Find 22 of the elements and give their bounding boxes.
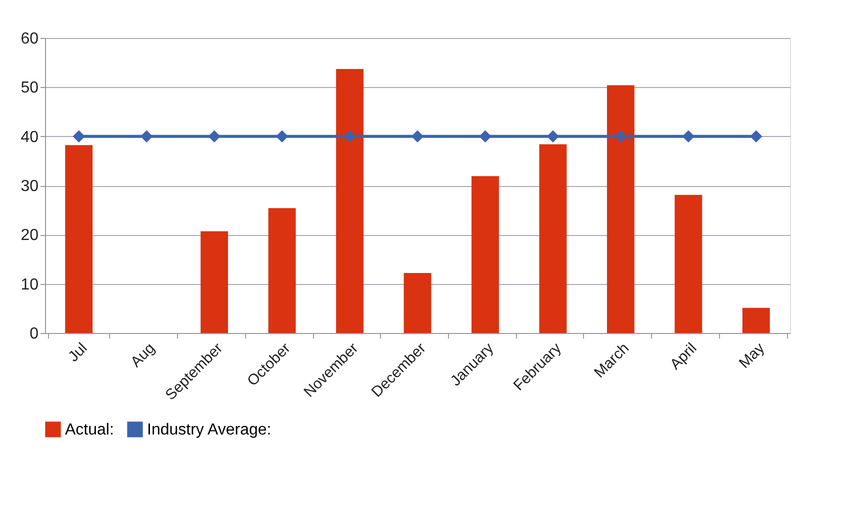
y-tick-label: 60: [20, 30, 39, 48]
bar: [606, 85, 634, 333]
legend-label: Industry Average:: [147, 421, 272, 438]
x-tick-label: May: [736, 339, 768, 372]
x-tick-label: Aug: [128, 340, 158, 371]
bar: [65, 145, 93, 333]
bar: [268, 208, 296, 333]
bar: [472, 176, 499, 333]
y-tick-label: 50: [20, 80, 39, 97]
y-tick-label: 30: [20, 178, 39, 195]
bar: [539, 144, 567, 333]
legend-label: Actual:: [65, 421, 114, 438]
y-tick-label: 40: [20, 128, 39, 146]
bar: [674, 194, 702, 333]
y-tick-label: 10: [20, 276, 39, 294]
bar: [200, 231, 228, 333]
bar: [742, 308, 770, 333]
x-tick-label: Jul: [65, 340, 91, 366]
bar: [404, 273, 432, 333]
bar: [336, 68, 364, 333]
y-tick-label: 20: [20, 227, 39, 244]
y-tick-label: 0: [30, 326, 39, 342]
